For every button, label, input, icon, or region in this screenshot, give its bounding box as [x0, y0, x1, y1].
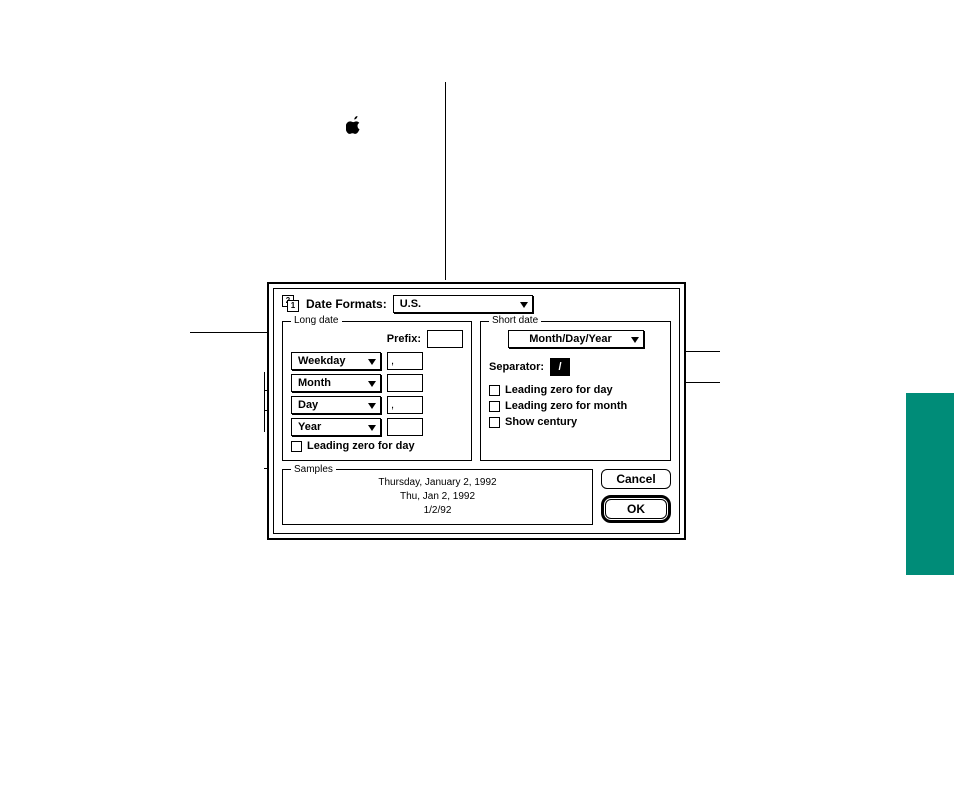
ok-button-inner: OK [605, 499, 667, 519]
checkbox-icon [489, 385, 500, 396]
separator-input[interactable] [387, 418, 423, 436]
separator-input[interactable]: , [387, 396, 423, 414]
region-popup[interactable]: U.S. [393, 295, 533, 313]
component-row: Day , [291, 396, 463, 414]
apple-logo [346, 116, 362, 137]
separator-label: Separator: [489, 361, 544, 373]
separator-row: Separator: / [489, 358, 662, 376]
checkbox-label: Show century [505, 416, 577, 428]
separator-input[interactable]: , [387, 352, 423, 370]
sample-line: 1/2/92 [291, 504, 584, 518]
weekday-popup[interactable]: Weekday [291, 352, 381, 370]
component-row: Year [291, 418, 463, 436]
checkbox-label: Leading zero for month [505, 400, 627, 412]
samples-title: Samples [291, 463, 336, 477]
short-order-popup[interactable]: Month/Day/Year [508, 330, 644, 348]
component-row: Weekday , [291, 352, 463, 370]
popup-value: Month [298, 377, 331, 389]
prefix-label: Prefix: [291, 333, 421, 345]
checkbox-icon [489, 401, 500, 412]
popup-value: Year [298, 421, 321, 433]
checkbox-label: Leading zero for day [307, 440, 415, 452]
dialog-title: Date Formats: [306, 297, 387, 311]
separator-field[interactable]: / [550, 358, 570, 376]
checkbox-icon [291, 441, 302, 452]
dialog-inner: 2 1 Date Formats: U.S. Long date Prefix:… [273, 288, 680, 534]
sample-line: Thursday, January 2, 1992 [291, 476, 584, 490]
region-popup-value: U.S. [400, 298, 421, 310]
dialog-header: 2 1 Date Formats: U.S. [282, 295, 671, 313]
component-row: Month [291, 374, 463, 392]
popup-value: Month/Day/Year [529, 333, 612, 345]
year-popup[interactable]: Year [291, 418, 381, 436]
button-label: OK [627, 502, 645, 516]
button-label: Cancel [616, 472, 655, 486]
month-popup[interactable]: Month [291, 374, 381, 392]
ok-button[interactable]: OK [601, 495, 671, 523]
show-century-checkbox[interactable]: Show century [489, 416, 662, 428]
settings-columns: Long date Prefix: Weekday , Month [282, 321, 671, 461]
icon-digit: 1 [287, 300, 299, 312]
annotation-line-region [445, 82, 446, 280]
short-date-group: Short date Month/Day/Year Separator: / L… [480, 321, 671, 461]
short-date-title: Short date [489, 315, 541, 326]
date-formats-dialog: 2 1 Date Formats: U.S. Long date Prefix:… [267, 282, 686, 540]
long-date-title: Long date [291, 315, 342, 326]
short-leading-zero-day-checkbox[interactable]: Leading zero for day [489, 384, 662, 396]
popup-value: Day [298, 399, 318, 411]
popup-value: Weekday [298, 355, 346, 367]
calendar-icon: 2 1 [282, 295, 300, 313]
page-side-tab [906, 393, 954, 575]
checkbox-label: Leading zero for day [505, 384, 613, 396]
short-leading-zero-month-checkbox[interactable]: Leading zero for month [489, 400, 662, 412]
prefix-input[interactable] [427, 330, 463, 348]
sample-line: Thu, Jan 2, 1992 [291, 490, 584, 504]
annotation-line [190, 332, 268, 333]
day-popup[interactable]: Day [291, 396, 381, 414]
long-leading-zero-day-checkbox[interactable]: Leading zero for day [291, 440, 463, 452]
annotation-line [264, 372, 265, 432]
checkbox-icon [489, 417, 500, 428]
long-date-group: Long date Prefix: Weekday , Month [282, 321, 472, 461]
cancel-button[interactable]: Cancel [601, 469, 671, 489]
bottom-row: Samples Thursday, January 2, 1992 Thu, J… [282, 469, 671, 525]
prefix-row: Prefix: [291, 330, 463, 348]
separator-input[interactable] [387, 374, 423, 392]
samples-group: Samples Thursday, January 2, 1992 Thu, J… [282, 469, 593, 525]
dialog-buttons: Cancel OK [601, 469, 671, 523]
